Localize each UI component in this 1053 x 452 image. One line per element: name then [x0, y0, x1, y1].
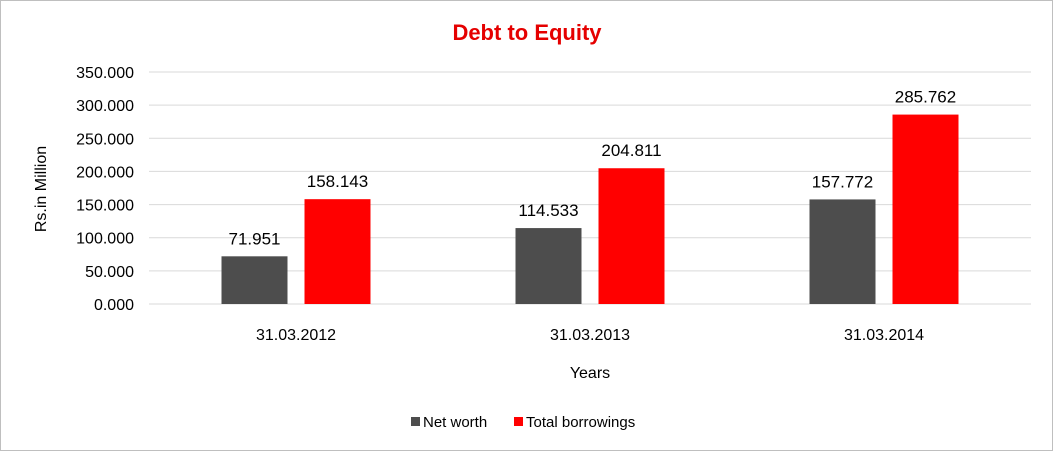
y-tick-label: 250.000 [76, 131, 134, 148]
y-tick-label: 0.000 [94, 297, 134, 314]
data-label: 71.951 [229, 229, 281, 248]
y-axis-tick-labels: 0.000 50.000 100.000 150.000 200.000 250.000 3… [76, 65, 134, 314]
legend-swatch [514, 417, 523, 426]
x-tick-label: 31.03.2012 [256, 327, 336, 344]
legend-label: Total borrowings [526, 414, 635, 431]
legend-label: Net worth [423, 414, 487, 431]
y-tick-label: 150.000 [76, 198, 134, 215]
bar-net-worth [221, 256, 288, 304]
y-tick-label: 300.000 [76, 98, 134, 115]
bar-total-borrowings [892, 114, 959, 304]
x-axis-tick-labels: 31.03.2012 31.03.2013 31.03.2014 [256, 327, 924, 344]
y-axis-title: Rs.in Million [33, 146, 50, 232]
bar-total-borrowings [304, 199, 371, 304]
data-label: 157.772 [812, 172, 873, 191]
gridlines [149, 71, 1031, 305]
data-label: 158.143 [307, 172, 368, 191]
y-tick-label: 100.000 [76, 231, 134, 248]
y-tick-label: 50.000 [85, 264, 134, 281]
data-label: 114.533 [518, 201, 578, 220]
y-tick-label: 350.000 [76, 65, 134, 82]
bar-net-worth [809, 199, 876, 304]
legend-swatch [411, 417, 420, 426]
data-label: 285.762 [895, 88, 956, 107]
chart-title: Debt to Equity [452, 20, 602, 45]
data-labels: 71.951 158.143 114.533 204.811 157.772 285.76… [229, 88, 957, 249]
bar-total-borrowings [598, 168, 665, 304]
x-axis-title: Years [570, 365, 610, 382]
x-tick-label: 31.03.2014 [844, 327, 924, 344]
bars [221, 114, 959, 304]
bar-net-worth [515, 228, 582, 304]
y-tick-label: 200.000 [76, 164, 134, 181]
legend: Net worth Total borrowings [411, 414, 635, 431]
data-label: 204.811 [601, 141, 661, 160]
x-tick-label: 31.03.2013 [550, 327, 630, 344]
